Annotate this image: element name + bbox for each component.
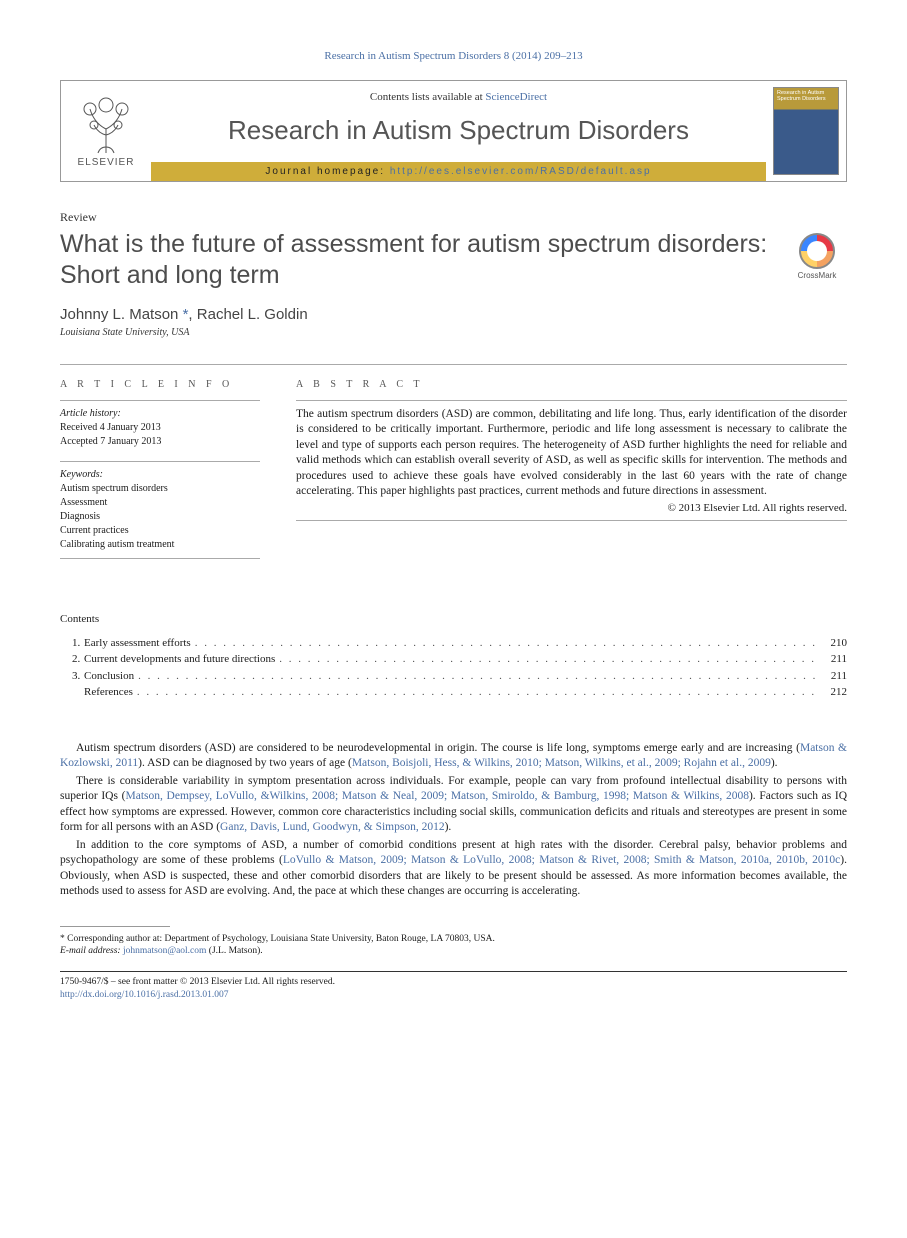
keyword-1: Assessment (60, 496, 260, 510)
crossmark-label: CrossMark (798, 271, 837, 280)
crossmark-icon (799, 233, 835, 269)
toc-row-2[interactable]: 2. Current developments and future direc… (60, 651, 847, 668)
article-title: What is the future of assessment for aut… (60, 229, 771, 292)
toc-row-3[interactable]: 3. Conclusion 211 (60, 668, 847, 685)
abstract-rule (296, 520, 847, 521)
author-1: Johnny L. Matson (60, 306, 178, 323)
journal-name: Research in Autism Spectrum Disorders (163, 115, 754, 146)
history-label: Article history: (60, 407, 260, 421)
elsevier-logo-column: ELSEVIER (61, 81, 151, 181)
page-footer: 1750-9467/$ – see front matter © 2013 El… (60, 971, 847, 1001)
footnote-line-2: E-mail address: johnmatson@aol.com (J.L.… (60, 945, 847, 957)
toc-leader (134, 668, 817, 685)
article-history-block: Article history: Received 4 January 2013… (60, 400, 260, 449)
received-date: Received 4 January 2013 (60, 421, 260, 435)
toc-label: Current developments and future directio… (84, 651, 275, 668)
contents-heading: Contents (60, 613, 847, 625)
abstract-text: The autism spectrum disorders (ASD) are … (296, 400, 847, 500)
toc-label: References (84, 684, 133, 701)
body-paragraph-2: There is considerable variability in sym… (60, 774, 847, 836)
footnote-line-1: * Corresponding author at: Department of… (60, 933, 847, 945)
author-2: Rachel L. Goldin (197, 306, 308, 323)
citation-link[interactable]: Ganz, Davis, Lund, Goodwyn, & Simpson, 2… (220, 821, 445, 833)
homepage-banner: Journal homepage: http://ees.elsevier.co… (151, 162, 766, 181)
toc-row-1[interactable]: 1. Early assessment efforts 210 (60, 635, 847, 652)
p1-text-b: ). ASD can be diagnosed by two years of … (138, 757, 352, 769)
p2-text-c: ). (445, 821, 452, 833)
toc-leader (191, 635, 817, 652)
citation-link[interactable]: LoVullo & Matson, 2009; Matson & LoVullo… (283, 854, 840, 866)
abstract-head: A B S T R A C T (296, 379, 847, 390)
toc-page: 211 (817, 651, 847, 668)
keyword-3: Current practices (60, 524, 260, 538)
article-info-column: A R T I C L E I N F O Article history: R… (60, 379, 260, 571)
homepage-link[interactable]: http://ees.elsevier.com/RASD/default.asp (390, 166, 652, 177)
toc-num: 1. (60, 635, 84, 652)
doi-link[interactable]: http://dx.doi.org/10.1016/j.rasd.2013.01… (60, 990, 228, 1000)
info-abstract-row: A R T I C L E I N F O Article history: R… (60, 364, 847, 571)
toc-page: 210 (817, 635, 847, 652)
p1-text-a: Autism spectrum disorders (ASD) are cons… (76, 742, 800, 754)
toc-label: Conclusion (84, 668, 134, 685)
keyword-2: Diagnosis (60, 510, 260, 524)
abstract-copyright: © 2013 Elsevier Ltd. All rights reserved… (296, 502, 847, 514)
toc-page: 212 (817, 684, 847, 701)
toc-leader (133, 684, 817, 701)
abstract-column: A B S T R A C T The autism spectrum diso… (296, 379, 847, 571)
toc-row-4[interactable]: References 212 (60, 684, 847, 701)
body-paragraph-3: In addition to the core symptoms of ASD,… (60, 838, 847, 900)
citation-link[interactable]: Matson, Dempsey, LoVullo, &Wilkins, 2008… (125, 790, 748, 802)
toc-leader (275, 651, 817, 668)
cover-text: Research in Autism Spectrum Disorders (777, 90, 835, 102)
author-sep: , (188, 306, 196, 323)
elsevier-tree-icon (76, 95, 136, 155)
keywords-label: Keywords: (60, 468, 260, 482)
email-link[interactable]: johnmatson@aol.com (123, 946, 206, 956)
journal-cover-thumbnail: Research in Autism Spectrum Disorders (773, 87, 839, 175)
elsevier-label: ELSEVIER (78, 157, 135, 168)
sciencedirect-link[interactable]: ScienceDirect (485, 91, 547, 103)
body-paragraph-1: Autism spectrum disorders (ASD) are cons… (60, 741, 847, 772)
table-of-contents: 1. Early assessment efforts 210 2. Curre… (60, 635, 847, 701)
issn-line: 1750-9467/$ – see front matter © 2013 El… (60, 976, 847, 988)
toc-page: 211 (817, 668, 847, 685)
keywords-block: Keywords: Autism spectrum disorders Asse… (60, 461, 260, 559)
crossmark-badge[interactable]: CrossMark (787, 233, 847, 280)
toc-num: 3. (60, 668, 84, 685)
email-suffix: (J.L. Matson). (206, 946, 262, 956)
accepted-date: Accepted 7 January 2013 (60, 435, 260, 449)
header-center: Contents lists available at ScienceDirec… (151, 81, 766, 181)
homepage-prefix: Journal homepage: (265, 166, 389, 177)
contents-prefix: Contents lists available at (370, 91, 485, 103)
corresponding-author-footnote: * Corresponding author at: Department of… (60, 933, 847, 958)
toc-num (60, 684, 84, 701)
footnote-separator (60, 926, 170, 927)
citation-link[interactable]: Matson, Boisjoli, Hess, & Wilkins, 2010;… (352, 757, 771, 769)
p1-text-c: ). (771, 757, 778, 769)
toc-label: Early assessment efforts (84, 635, 191, 652)
affiliation: Louisiana State University, USA (60, 327, 847, 338)
cover-column: Research in Autism Spectrum Disorders (766, 81, 846, 181)
keyword-4: Calibrating autism treatment (60, 538, 260, 552)
article-info-head: A R T I C L E I N F O (60, 379, 260, 390)
title-row: What is the future of assessment for aut… (60, 229, 847, 292)
email-label: E-mail address: (60, 946, 123, 956)
contents-available-line: Contents lists available at ScienceDirec… (163, 91, 754, 103)
toc-num: 2. (60, 651, 84, 668)
authors-line: Johnny L. Matson *, Rachel L. Goldin (60, 306, 847, 323)
keyword-0: Autism spectrum disorders (60, 482, 260, 496)
article-type: Review (60, 210, 847, 225)
journal-citation: Research in Autism Spectrum Disorders 8 … (60, 50, 847, 62)
journal-header-box: ELSEVIER Contents lists available at Sci… (60, 80, 847, 182)
